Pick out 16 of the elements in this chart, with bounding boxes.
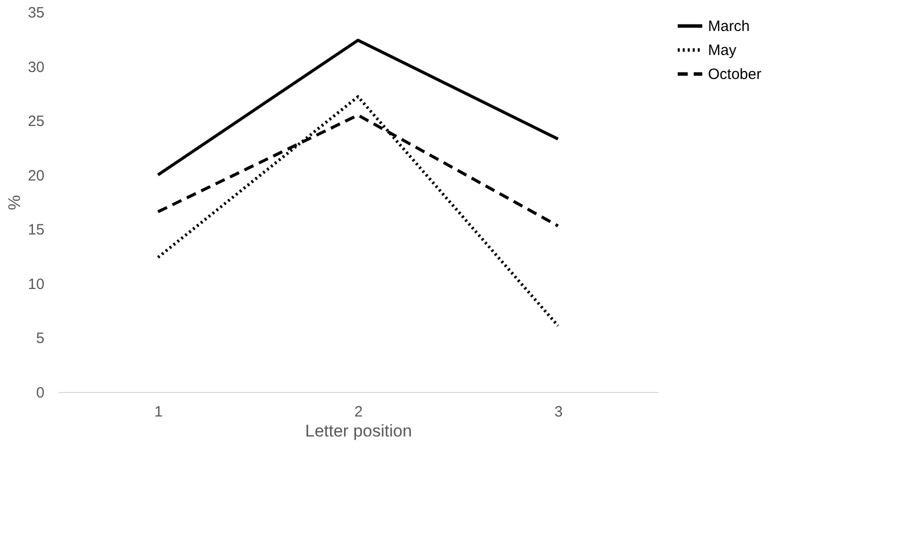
y-tick-label: 35: [28, 4, 44, 22]
y-tick-label: 25: [28, 113, 44, 130]
legend-label: March: [708, 18, 750, 35]
y-tick-label: 30: [28, 58, 44, 76]
y-tick-label: 20: [28, 167, 44, 184]
y-tick-label: 0: [36, 384, 44, 402]
x-tick-label: 3: [554, 404, 563, 420]
y-tick-label: 5: [36, 330, 44, 348]
legend-label: May: [708, 42, 737, 59]
y-axis-title: %: [4, 194, 24, 210]
x-tick-label: 1: [154, 404, 163, 420]
legend-label: October: [708, 66, 762, 83]
y-tick-label: 15: [28, 222, 44, 239]
x-tick-label: 2: [354, 404, 363, 420]
y-tick-label: 10: [28, 276, 44, 293]
x-axis-title: Letter position: [305, 422, 412, 440]
